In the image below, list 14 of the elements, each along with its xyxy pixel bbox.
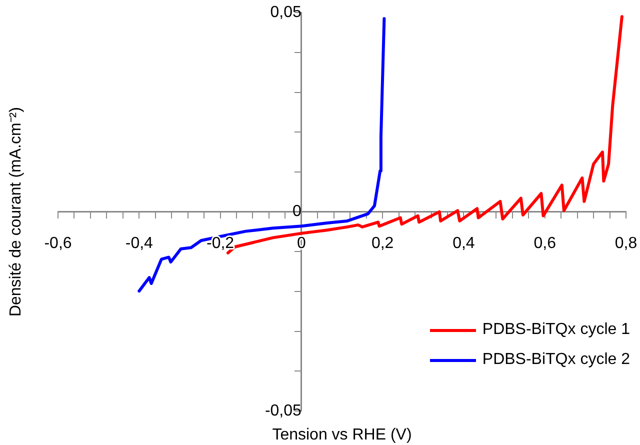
x-tick-label: 0,6 <box>534 235 556 252</box>
x-tick-label: -0,6 <box>44 235 72 252</box>
x-axis-title: Tension vs RHE (V) <box>272 426 412 444</box>
y-axis-title: Densité de courant (mA.cm⁻²) <box>7 107 24 317</box>
x-tick-label: -0,2 <box>206 235 234 252</box>
legend-label: PDBS-BiTQx cycle 2 <box>482 351 630 369</box>
x-tick-label: 0,4 <box>452 235 475 252</box>
x-tick-label: -0,4 <box>125 235 154 252</box>
y-tick-label: 0 <box>292 203 302 220</box>
y-tick-label: 0,05 <box>270 4 302 22</box>
legend-label: PDBS-BiTQx cycle 1 <box>482 321 630 339</box>
y-tick-label: -0,05 <box>264 402 302 420</box>
x-tick-label: 0,2 <box>371 235 394 252</box>
x-tick-label: 0,8 <box>614 235 638 252</box>
